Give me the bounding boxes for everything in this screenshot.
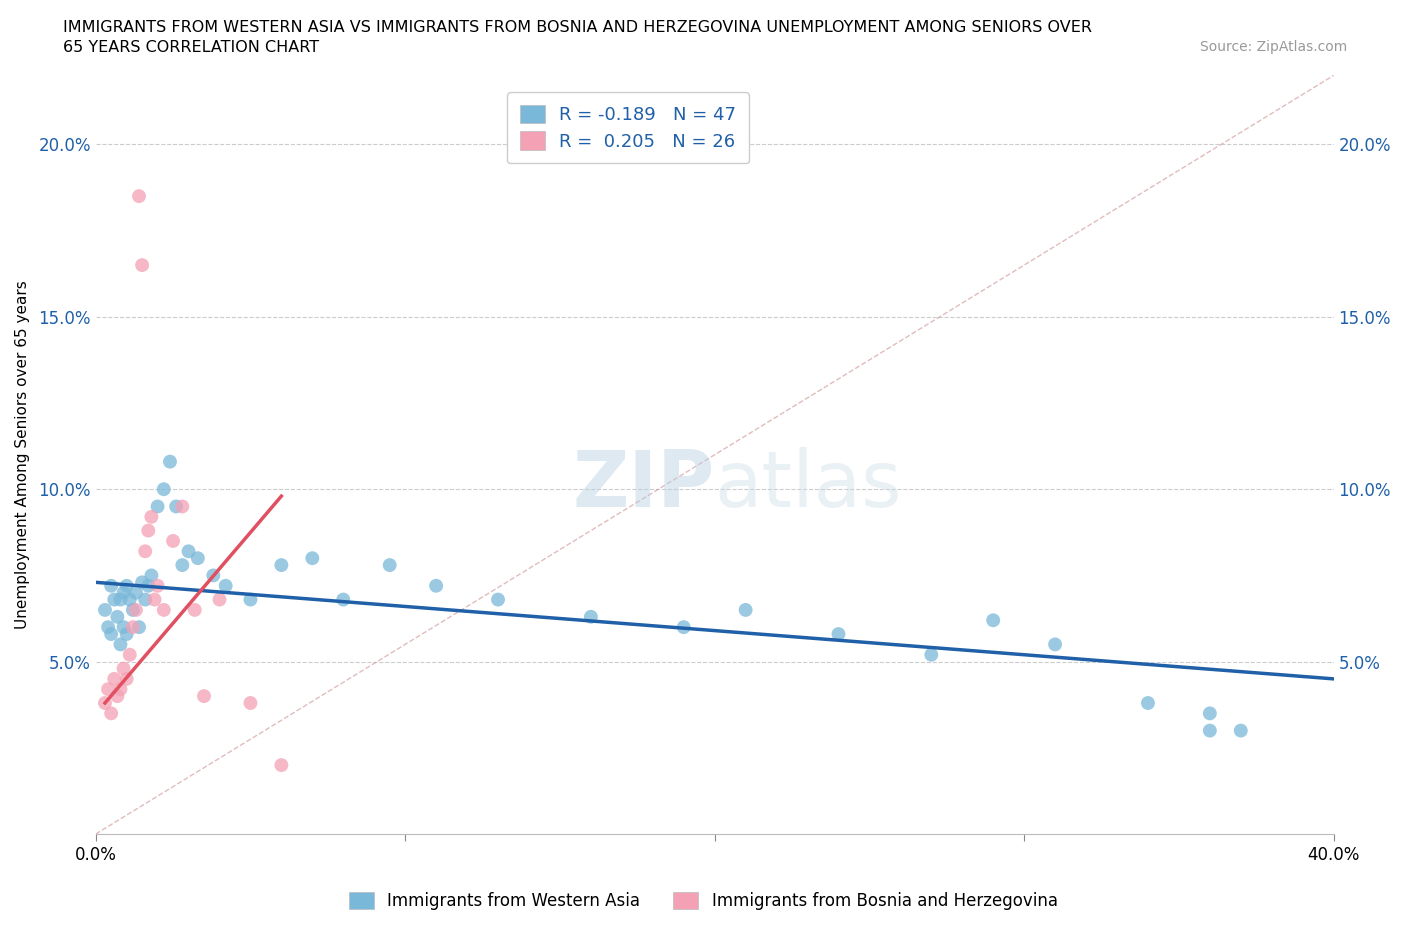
Point (208, 592, 231, 607)
Text: ZIP: ZIP (572, 447, 714, 523)
Point (486, 592, 509, 607)
Point (100, 578, 122, 593)
Point (121, 603, 143, 618)
Point (115, 627, 138, 642)
Point (115, 578, 138, 593)
Point (105, 609, 128, 624)
Point (172, 499, 194, 514)
Point (193, 689, 215, 704)
Point (1043, 637, 1066, 652)
Point (146, 499, 169, 514)
Point (121, 619, 143, 634)
Point (94, 696, 117, 711)
Point (734, 603, 756, 618)
Point (579, 609, 602, 624)
Point (134, 544, 156, 559)
Point (183, 603, 205, 618)
Point (141, 510, 163, 525)
Point (134, 592, 156, 607)
Point (97, 682, 120, 697)
Point (115, 671, 138, 686)
Point (100, 627, 122, 642)
Point (1198, 706, 1220, 721)
Point (118, 647, 141, 662)
Point (270, 558, 292, 573)
Legend: Immigrants from Western Asia, Immigrants from Bosnia and Herzegovina: Immigrants from Western Asia, Immigrants… (342, 885, 1064, 917)
Point (1198, 724, 1220, 738)
Point (110, 682, 132, 697)
Point (215, 578, 238, 593)
Point (97, 619, 120, 634)
Point (128, 189, 150, 204)
Point (159, 454, 181, 469)
Point (165, 499, 187, 514)
Point (672, 619, 695, 634)
Point (103, 592, 125, 607)
Point (110, 637, 132, 652)
Point (118, 592, 141, 607)
Point (146, 578, 169, 593)
Point (981, 613, 1004, 628)
Point (177, 544, 200, 559)
Point (131, 575, 153, 590)
Point (128, 619, 150, 634)
Point (110, 592, 132, 607)
Point (112, 619, 135, 634)
Text: IMMIGRANTS FROM WESTERN ASIA VS IMMIGRANTS FROM BOSNIA AND HERZEGOVINA UNEMPLOYM: IMMIGRANTS FROM WESTERN ASIA VS IMMIGRAN… (63, 20, 1092, 35)
Point (152, 603, 174, 618)
Point (112, 585, 135, 600)
Point (94, 603, 117, 618)
Point (1136, 696, 1159, 711)
Point (136, 524, 159, 538)
Point (112, 661, 135, 676)
Point (301, 551, 323, 565)
Point (202, 568, 225, 583)
Point (103, 671, 125, 686)
Point (172, 558, 194, 573)
Point (920, 647, 942, 662)
Point (378, 558, 401, 573)
Point (105, 689, 128, 704)
Point (141, 568, 163, 583)
Point (143, 592, 166, 607)
Point (827, 627, 849, 642)
Point (239, 592, 262, 607)
Point (131, 258, 153, 272)
Text: atlas: atlas (714, 447, 903, 523)
Y-axis label: Unemployment Among Seniors over 65 years: Unemployment Among Seniors over 65 years (15, 280, 30, 629)
Point (332, 592, 354, 607)
Point (125, 585, 148, 600)
Point (187, 551, 209, 565)
Point (136, 578, 159, 593)
Legend: R = -0.189   N = 47, R =  0.205   N = 26: R = -0.189 N = 47, R = 0.205 N = 26 (508, 92, 749, 164)
Text: Source: ZipAtlas.com: Source: ZipAtlas.com (1199, 40, 1347, 54)
Point (100, 706, 122, 721)
Point (162, 534, 184, 549)
Point (425, 578, 447, 593)
Point (270, 758, 292, 773)
Text: 65 YEARS CORRELATION CHART: 65 YEARS CORRELATION CHART (63, 40, 319, 55)
Point (239, 696, 262, 711)
Point (1229, 724, 1251, 738)
Point (152, 482, 174, 497)
Point (125, 603, 148, 618)
